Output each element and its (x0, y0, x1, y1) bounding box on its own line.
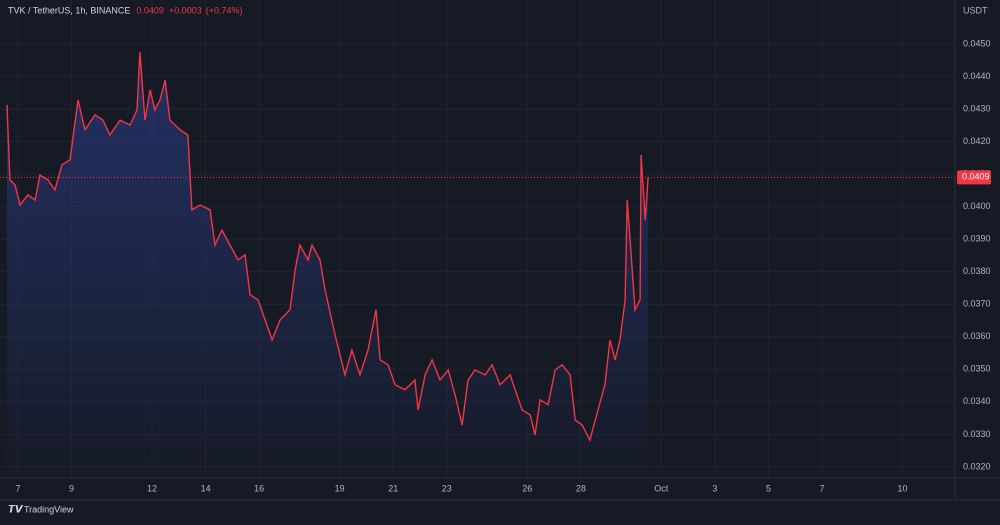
x-tick-label: 10 (897, 483, 907, 493)
y-tick-label: 0.0350 (963, 364, 991, 374)
y-tick-label: 0.0390 (963, 234, 991, 244)
x-tick-label: 3 (712, 483, 717, 493)
y-tick-label: 0.0340 (963, 396, 991, 406)
y-tick-label: 0.0440 (963, 71, 991, 81)
x-tick-label: 16 (254, 483, 264, 493)
logo-mark: 𝙏𝙑 (8, 505, 24, 516)
price-change: +0.0003 (169, 5, 202, 15)
x-tick-label: 19 (335, 483, 345, 493)
last-price-tag-label: 0.0409 (962, 172, 990, 182)
last-price-tag (957, 170, 991, 185)
x-tick-label: 14 (201, 483, 211, 493)
price-line (6, 52, 649, 442)
y-tick-label: 0.0380 (963, 266, 991, 276)
last-price: 0.0409 (136, 5, 164, 15)
y-tick-label: 0.0330 (963, 429, 991, 439)
x-tick-label: 7 (820, 483, 825, 493)
currency: USDT (963, 5, 988, 15)
x-tick-label: Oct (654, 483, 669, 493)
y-tick-label: 0.0450 (963, 38, 991, 48)
price-change-percent: (+0.74%) (206, 5, 243, 15)
y-tick-label: 0.0370 (963, 299, 991, 309)
y-tick-label: 0.0360 (963, 331, 991, 341)
y-tick-label: 0.0420 (963, 136, 991, 146)
y-tick-label: 0.0400 (963, 201, 991, 211)
x-tick-label: 7 (15, 483, 20, 493)
x-tick-label: 5 (766, 483, 771, 493)
x-tick-label: 26 (522, 483, 532, 493)
y-tick-label: 0.0430 (963, 103, 991, 113)
symbol-title: TVK / TetherUS, 1h, BINANCE (8, 5, 130, 15)
brand: TradingView (24, 504, 74, 514)
x-tick-label: 28 (576, 483, 586, 493)
x-tick-label: 12 (147, 483, 157, 493)
x-tick-label: 23 (442, 483, 452, 493)
x-tick-label: 21 (388, 483, 398, 493)
x-tick-label: 9 (69, 483, 74, 493)
y-tick-label: 0.0320 (963, 461, 991, 471)
